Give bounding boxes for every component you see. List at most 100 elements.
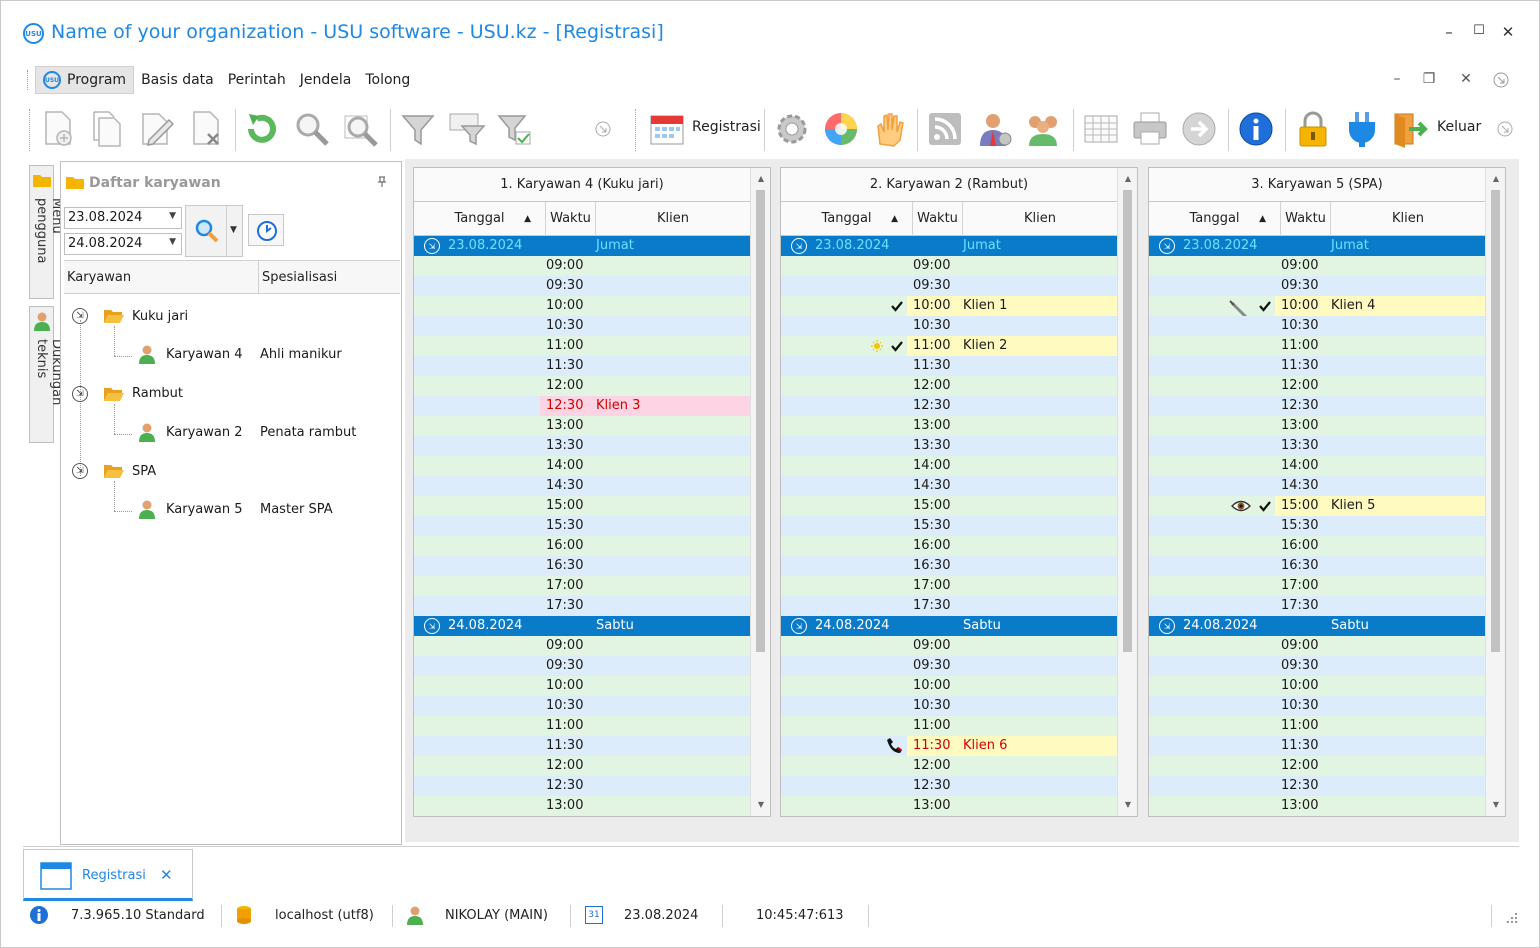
time-slot-row[interactable]: 11:30	[1149, 356, 1485, 376]
time-slot-row[interactable]: 11:30	[781, 356, 1117, 376]
registrasi-button[interactable]: Registrasi	[692, 119, 761, 135]
column-tanggal[interactable]: Tanggal ▲	[781, 202, 913, 236]
time-slot-row[interactable]: 14:30	[414, 476, 750, 496]
menu-tolong[interactable]: Tolong	[365, 72, 411, 88]
scroll-thumb[interactable]	[1491, 190, 1500, 652]
time-slot-row[interactable]: 09:00	[414, 636, 750, 656]
time-slot-row[interactable]: 16:30	[781, 556, 1117, 576]
vertical-scrollbar[interactable]: ▲ ▼	[1485, 168, 1505, 816]
time-slot-row[interactable]: 11:00	[1149, 716, 1485, 736]
date-group-row[interactable]: ⇲ 23.08.2024 Jumat	[414, 236, 750, 256]
time-slot-row[interactable]: 12:00	[1149, 376, 1485, 396]
expand-toggle-icon[interactable]: ⇲	[72, 386, 88, 402]
time-slot-row[interactable]: 17:30	[1149, 596, 1485, 616]
time-slot-row[interactable]: 13:30	[781, 436, 1117, 456]
time-slot-row[interactable]: 13:00	[414, 796, 750, 816]
time-slot-row[interactable]: 17:30	[781, 596, 1117, 616]
time-slot-row[interactable]: 14:00	[781, 456, 1117, 476]
chevron-down-icon[interactable]: ▼	[169, 211, 176, 221]
chevron-down-icon[interactable]: ▼	[230, 225, 237, 235]
time-slot-row[interactable]: 11:30	[414, 736, 750, 756]
booking-client[interactable]: Klien 2	[963, 338, 1008, 353]
scroll-down-icon[interactable]: ▼	[757, 800, 765, 809]
time-slot-row[interactable]: 15:30	[414, 516, 750, 536]
add-record-icon[interactable]	[39, 109, 79, 149]
filter-by-cell-icon[interactable]	[447, 109, 487, 149]
time-slot-row[interactable]: Klien 2 11:00	[781, 336, 1117, 356]
toolbar-overflow-icon[interactable]	[593, 109, 613, 149]
expand-toggle-icon[interactable]: ⇲	[72, 308, 88, 324]
user-settings-icon[interactable]	[975, 109, 1015, 149]
scroll-up-icon[interactable]: ▲	[1492, 174, 1500, 183]
column-klien[interactable]: Klien	[1024, 211, 1056, 226]
date-group-row[interactable]: ⇲ 23.08.2024 Jumat	[781, 236, 1117, 256]
time-slot-row[interactable]: 14:30	[1149, 476, 1485, 496]
table-grid-icon[interactable]	[1081, 109, 1121, 149]
time-slot-row[interactable]: 12:00	[1149, 756, 1485, 776]
advanced-search-icon[interactable]	[340, 109, 380, 149]
column-waktu[interactable]: Waktu	[1281, 202, 1331, 236]
search-icon[interactable]	[292, 109, 332, 149]
time-slot-row[interactable]: 12:00	[781, 376, 1117, 396]
time-slot-row[interactable]: 12:30	[1149, 776, 1485, 796]
filter-icon[interactable]	[398, 109, 438, 149]
time-slot-row[interactable]: 16:00	[781, 536, 1117, 556]
mdi-restore-button[interactable]: ❐	[1422, 71, 1436, 87]
time-slot-row[interactable]: Klien 1 10:00	[781, 296, 1117, 316]
color-wheel-icon[interactable]	[821, 109, 861, 149]
user-group-icon[interactable]	[1023, 109, 1063, 149]
expand-toggle-icon[interactable]: ⇲	[791, 618, 807, 634]
group-rambut[interactable]: Rambut	[132, 386, 183, 401]
menu-program[interactable]: USU Program	[35, 66, 135, 94]
column-waktu[interactable]: Waktu	[546, 202, 596, 236]
time-slot-row[interactable]: 12:30	[1149, 396, 1485, 416]
scroll-thumb[interactable]	[756, 190, 765, 652]
time-slot-row[interactable]: 17:00	[1149, 576, 1485, 596]
date-group-row[interactable]: ⇲ 24.08.2024 Sabtu	[1149, 616, 1485, 636]
refresh-icon[interactable]	[242, 109, 282, 149]
close-button[interactable]: ✕	[1501, 23, 1515, 41]
time-slot-row[interactable]: Klien 6 11:30	[781, 736, 1117, 756]
keluar-button[interactable]: Keluar	[1437, 119, 1482, 135]
time-slot-row[interactable]: 10:00	[781, 676, 1117, 696]
expand-toggle-icon[interactable]: ⇲	[424, 618, 440, 634]
column-spesialisasi[interactable]: Spesialisasi	[262, 270, 338, 285]
expand-toggle-icon[interactable]: ⇲	[1159, 618, 1175, 634]
pin-icon[interactable]	[376, 176, 388, 188]
time-slot-row[interactable]: 13:00	[781, 416, 1117, 436]
time-slot-row[interactable]: 16:30	[414, 556, 750, 576]
booking-client[interactable]: Klien 5	[1331, 498, 1376, 513]
time-slot-row[interactable]: 09:30	[414, 656, 750, 676]
time-slot-row[interactable]: 11:00	[781, 716, 1117, 736]
calendar-icon[interactable]	[647, 109, 687, 149]
time-slot-row[interactable]: 09:00	[1149, 256, 1485, 276]
expand-toggle-icon[interactable]: ⇲	[791, 238, 807, 254]
time-slot-row[interactable]: 12:30	[781, 776, 1117, 796]
time-slot-row[interactable]: 17:00	[781, 576, 1117, 596]
time-slot-row[interactable]: 12:30	[781, 396, 1117, 416]
expand-toggle-icon[interactable]: ⇲	[424, 238, 440, 254]
time-slot-row[interactable]: 09:30	[781, 656, 1117, 676]
column-karyawan[interactable]: Karyawan	[67, 270, 132, 285]
time-slot-row[interactable]: 12:30	[414, 776, 750, 796]
time-slot-row[interactable]: 11:30	[1149, 736, 1485, 756]
time-slot-row[interactable]: 10:30	[781, 316, 1117, 336]
time-slot-row[interactable]: 10:30	[1149, 696, 1485, 716]
time-slot-row[interactable]: 09:30	[781, 276, 1117, 296]
resize-grip-icon[interactable]	[1504, 911, 1518, 925]
search-split-button[interactable]: ▼	[185, 205, 243, 257]
hand-stop-icon[interactable]	[869, 109, 909, 149]
time-slot-row[interactable]: Klien 5 15:00	[1149, 496, 1485, 516]
time-slot-row[interactable]: 12:00	[781, 756, 1117, 776]
menu-perintah[interactable]: Perintah	[227, 72, 286, 88]
edit-record-icon[interactable]	[137, 109, 177, 149]
print-icon[interactable]	[1130, 109, 1170, 149]
date-group-row[interactable]: ⇲ 24.08.2024 Sabtu	[781, 616, 1117, 636]
settings-gear-icon[interactable]	[772, 109, 812, 149]
employee-karyawan-2[interactable]: Karyawan 2	[166, 425, 243, 440]
time-slot-row[interactable]: 09:00	[414, 256, 750, 276]
menu-scroll-icon[interactable]	[1491, 72, 1511, 92]
copy-record-icon[interactable]	[87, 109, 127, 149]
lock-icon[interactable]	[1293, 109, 1333, 149]
time-slot-row[interactable]: 16:00	[1149, 536, 1485, 556]
